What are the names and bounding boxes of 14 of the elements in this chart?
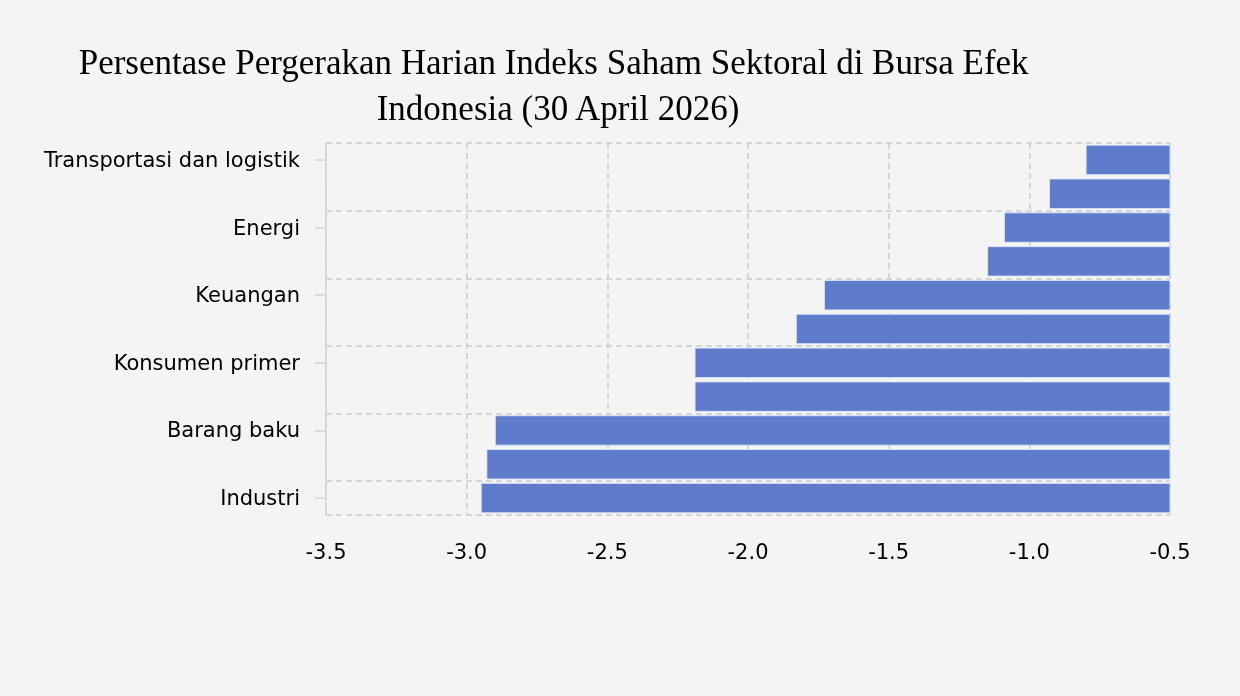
y-tick-label: Barang baku — [166, 418, 300, 443]
x-tick-label: -2.0 — [727, 539, 769, 564]
y-tick-label: Energi — [233, 215, 300, 240]
y-tick-label: Transportasi dan logistik — [42, 147, 301, 172]
x-tick-label: -1.0 — [1008, 539, 1050, 564]
chart-title: Persentase Pergerakan Harian Indeks Saham Sektoral di Bursa Efek Indonesia (30 April 2026) — [78, 42, 1038, 128]
y-tick-label: Keuangan — [195, 283, 300, 308]
y-tick-label: Industri — [220, 486, 300, 511]
y-tick-label: Konsumen primer — [113, 350, 301, 375]
x-tick-label: -2.5 — [586, 539, 628, 564]
x-tick-label: -0.5 — [1149, 539, 1191, 564]
x-tick-label: -3.5 — [305, 539, 347, 564]
x-tick-label: -3.0 — [446, 539, 488, 564]
x-tick-label: -1.5 — [868, 539, 910, 564]
